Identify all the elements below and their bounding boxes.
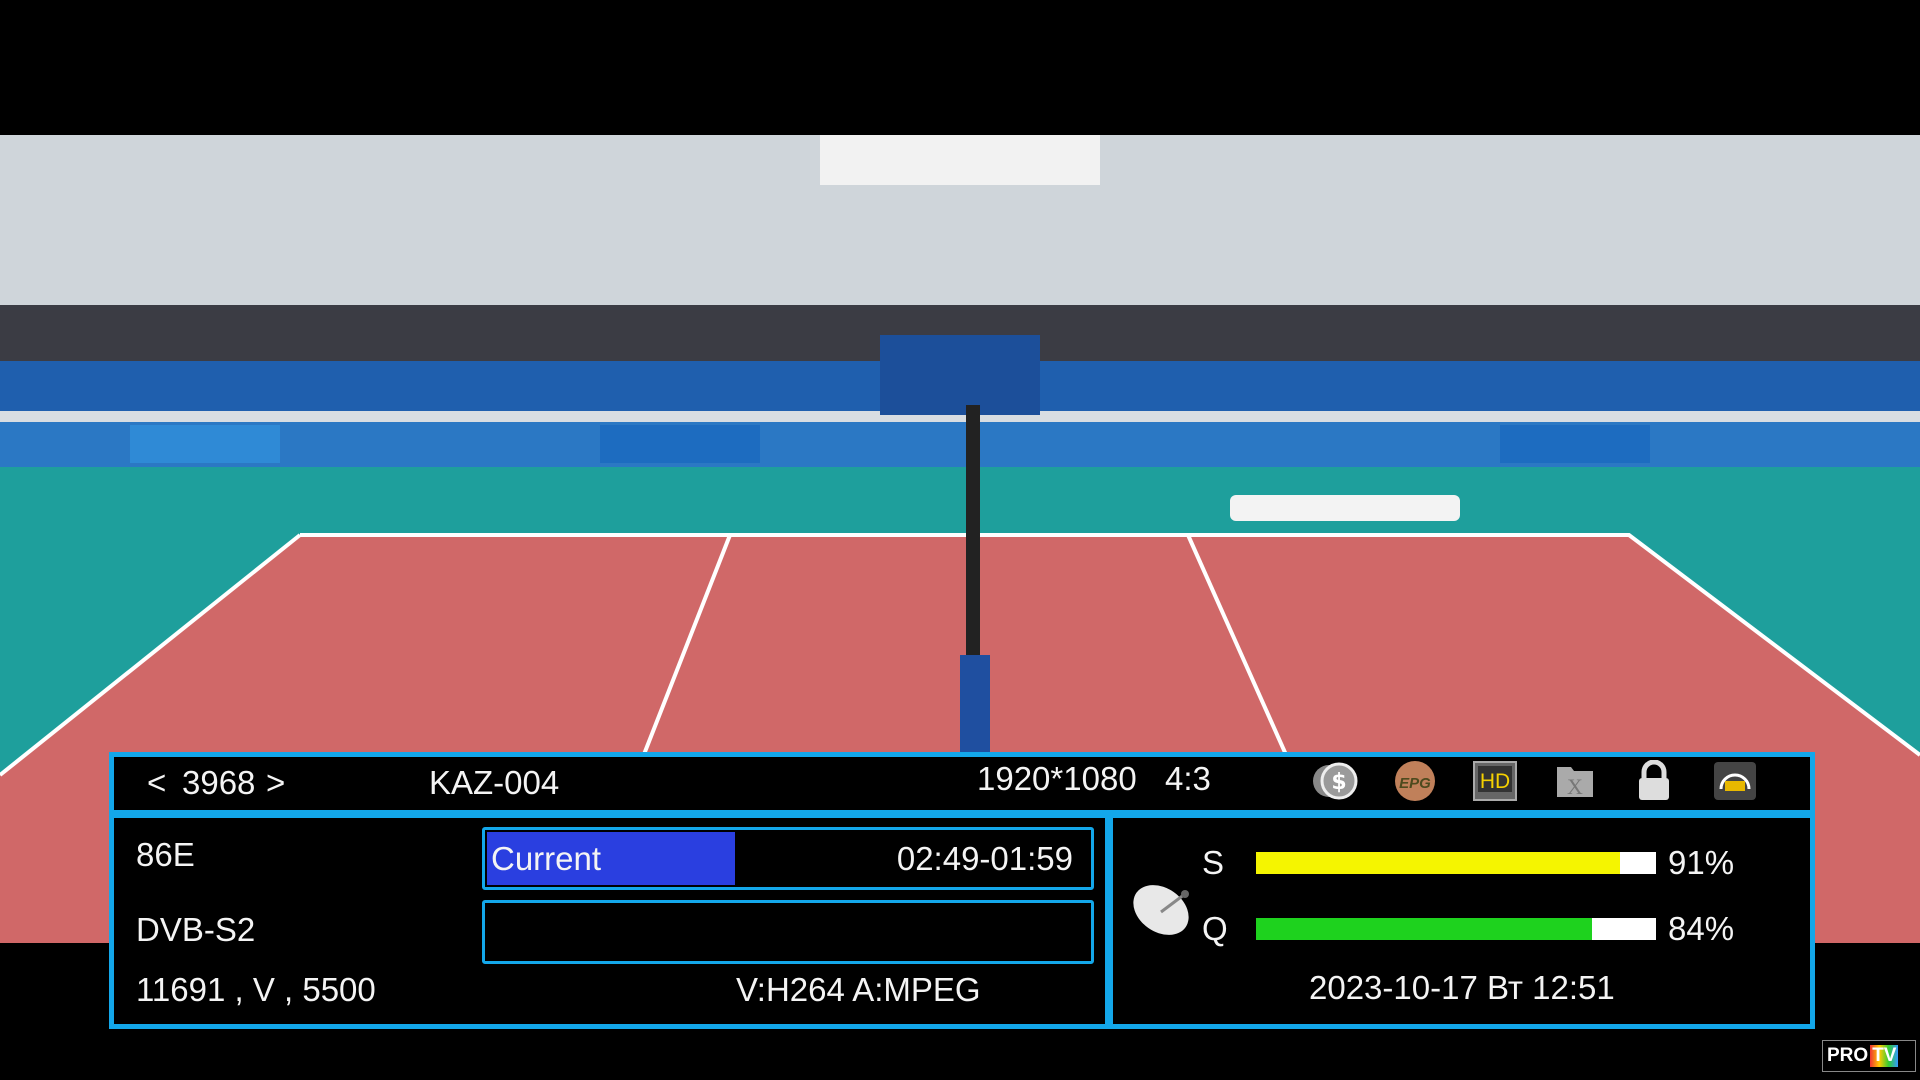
- delivery-system: DVB-S2: [136, 911, 256, 948]
- volleyball-scene: [0, 135, 1920, 943]
- next-channel-button[interactable]: >: [266, 764, 286, 801]
- signal-quality-bar: [1256, 918, 1656, 940]
- aspect-ratio: 4:3: [1165, 760, 1211, 797]
- hd-icon: HD: [1471, 759, 1519, 803]
- satellite-name: 86E: [136, 836, 195, 873]
- signal-quality-fill: [1256, 918, 1592, 940]
- protv-watermark-logo: PRO TV: [1822, 1040, 1916, 1072]
- prev-channel-button[interactable]: <: [147, 764, 167, 801]
- quality-value: 84%: [1668, 910, 1735, 947]
- video-frame: [0, 135, 1920, 943]
- svg-text:EPG: EPG: [1399, 775, 1431, 792]
- signal-strength-bar: [1256, 852, 1656, 874]
- scramble-icon: $: [1311, 759, 1359, 803]
- video-resolution: 1920*1080: [977, 760, 1137, 797]
- channel-number: 3968: [182, 764, 256, 801]
- program-progress-fill: [487, 832, 736, 885]
- codec-info: V:H264 A:MPEG: [736, 971, 981, 1008]
- current-program-box[interactable]: Current 02:49-01:59: [482, 827, 1094, 890]
- date-time: 2023-10-17 Вт 12:51: [1309, 969, 1615, 1006]
- satellite-dish-icon: [1127, 872, 1203, 949]
- signal-strength-fill: [1256, 852, 1620, 874]
- folder-x-icon: X: [1551, 759, 1599, 803]
- next-program-box[interactable]: [482, 900, 1094, 964]
- channel-info-bar: [109, 752, 1815, 815]
- dolby-audio-icon: [1711, 759, 1759, 803]
- svg-text:HD: HD: [1480, 770, 1510, 793]
- svg-text:$: $: [1331, 770, 1346, 795]
- transponder-params: 11691 , V , 5500: [136, 971, 376, 1008]
- strength-label: S: [1202, 844, 1225, 881]
- channel-name: KAZ-004: [429, 764, 560, 801]
- svg-text:X: X: [1567, 774, 1583, 799]
- lock-icon: [1630, 759, 1678, 803]
- quality-label: Q: [1202, 910, 1228, 947]
- strength-value: 91%: [1668, 844, 1735, 881]
- epg-icon: EPG: [1391, 759, 1439, 803]
- signal-panel: [1108, 813, 1815, 1029]
- current-label: Current: [491, 840, 602, 877]
- current-time: 02:49-01:59: [896, 840, 1073, 877]
